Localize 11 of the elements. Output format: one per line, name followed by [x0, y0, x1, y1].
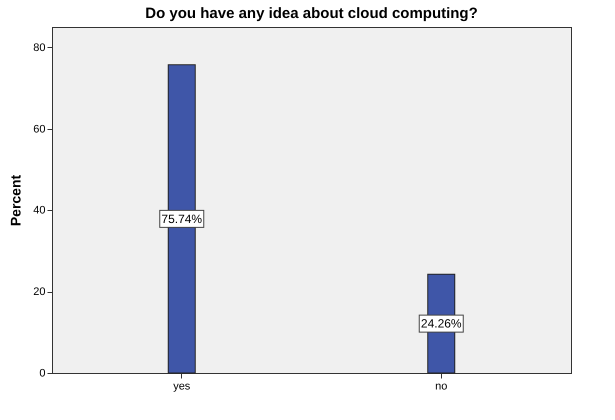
- x-tick-label: yes: [173, 380, 191, 392]
- y-tick-label: 40: [33, 204, 46, 217]
- y-tick-label: 20: [33, 286, 46, 298]
- y-tick-label: 80: [33, 42, 46, 54]
- data-label: 24.26%: [420, 316, 462, 331]
- y-tick-label: 60: [33, 123, 46, 136]
- y-tick-label: 0: [39, 368, 46, 380]
- data-label: 75.74%: [161, 212, 202, 226]
- chart-title: Do you have any idea about cloud computing?: [145, 5, 478, 22]
- x-tick-label: no: [435, 380, 448, 392]
- y-axis-title: Percent: [7, 174, 24, 226]
